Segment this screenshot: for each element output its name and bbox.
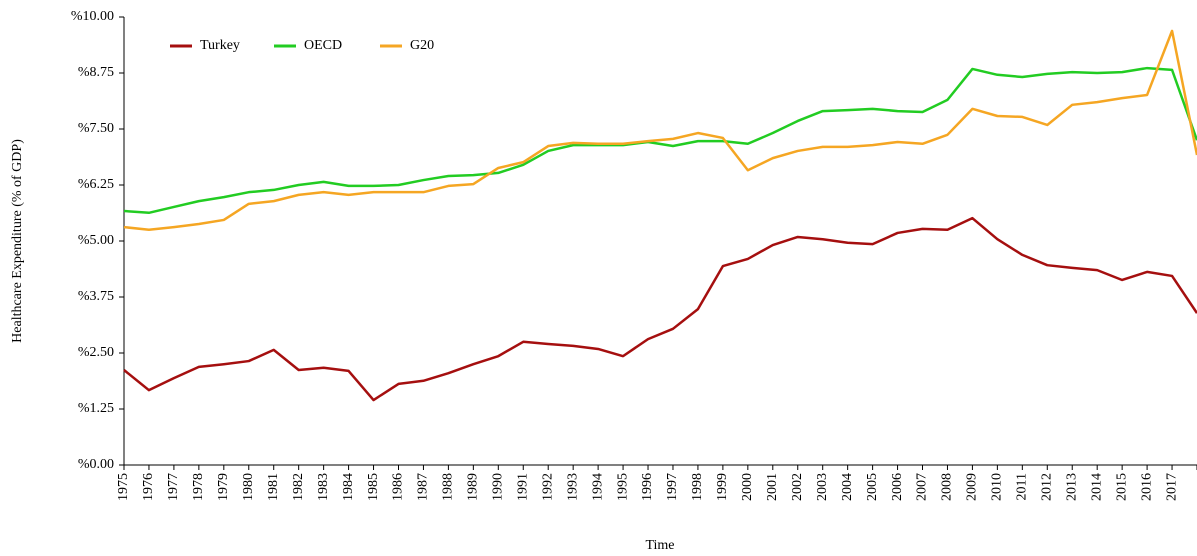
x-tick-label: 1981 xyxy=(266,473,281,501)
legend-label: G20 xyxy=(410,38,434,53)
x-tick-label: 2008 xyxy=(940,473,955,501)
x-tick-label: 1986 xyxy=(391,473,406,501)
x-tick-label: 1987 xyxy=(416,473,431,501)
x-tick-label: 1999 xyxy=(715,473,730,501)
x-tick-label: 2000 xyxy=(740,473,755,501)
x-tick-label: 1995 xyxy=(615,473,630,501)
x-tick-label: 1982 xyxy=(291,473,306,501)
x-tick-label: 1988 xyxy=(441,473,456,501)
y-axis-label: Healthcare Expenditure (% of GDP) xyxy=(10,139,25,343)
x-tick-label: 2007 xyxy=(915,473,930,501)
x-tick-label: 1997 xyxy=(665,473,680,501)
series-line xyxy=(123,66,1197,215)
series-line xyxy=(123,216,1197,402)
x-tick-label: 1980 xyxy=(241,473,256,501)
legend-label: OECD xyxy=(304,38,342,53)
x-tick-label: 1990 xyxy=(491,473,506,501)
x-tick-label: 1996 xyxy=(640,473,655,501)
y-tick-label: %0.00 xyxy=(78,457,114,472)
x-tick-label: 2014 xyxy=(1089,473,1104,501)
series-line xyxy=(123,29,1197,232)
y-tick-label: %7.50 xyxy=(78,121,114,136)
x-tick-label: 1993 xyxy=(565,473,580,501)
x-tick-label: 1977 xyxy=(166,473,181,501)
x-tick-label: 2012 xyxy=(1039,473,1054,501)
x-tick-label: 1985 xyxy=(366,473,381,501)
x-tick-label: 2001 xyxy=(765,473,780,501)
x-tick-label: 1984 xyxy=(341,473,356,501)
y-tick-label: %2.50 xyxy=(78,345,114,360)
y-tick-label: %10.00 xyxy=(71,9,114,24)
x-tick-label: 2010 xyxy=(990,473,1005,501)
y-tick-label: %6.25 xyxy=(78,177,114,192)
x-tick-label: 2016 xyxy=(1139,473,1154,501)
x-tick-label: 1994 xyxy=(590,473,605,501)
x-tick-label: 1989 xyxy=(466,473,481,501)
legend-label: Turkey xyxy=(200,38,240,53)
x-tick-label: 2013 xyxy=(1064,473,1079,501)
x-tick-label: 1983 xyxy=(316,473,331,501)
x-tick-label: 2005 xyxy=(865,473,880,501)
x-axis-label: Time xyxy=(645,538,674,553)
x-tick-label: 2006 xyxy=(890,473,905,501)
x-tick-label: 1975 xyxy=(116,473,131,501)
x-tick-label: 2017 xyxy=(1164,473,1179,501)
x-tick-label: 2003 xyxy=(815,473,830,501)
y-tick-label: %5.00 xyxy=(78,233,114,248)
y-tick-label: %1.25 xyxy=(78,401,114,416)
x-tick-label: 2015 xyxy=(1114,473,1129,501)
x-tick-label: 2011 xyxy=(1015,473,1030,500)
y-tick-label: %3.75 xyxy=(78,289,114,304)
x-tick-label: 2009 xyxy=(965,473,980,501)
x-tick-label: 1991 xyxy=(515,473,530,501)
x-tick-label: 2002 xyxy=(790,473,805,501)
x-tick-label: 1976 xyxy=(141,473,156,501)
x-tick-label: 1992 xyxy=(540,473,555,501)
y-tick-label: %8.75 xyxy=(78,65,114,80)
x-tick-label: 2004 xyxy=(840,473,855,501)
x-tick-label: 1978 xyxy=(191,473,206,501)
x-tick-label: 1979 xyxy=(216,473,231,501)
x-tick-label: 1998 xyxy=(690,473,705,501)
